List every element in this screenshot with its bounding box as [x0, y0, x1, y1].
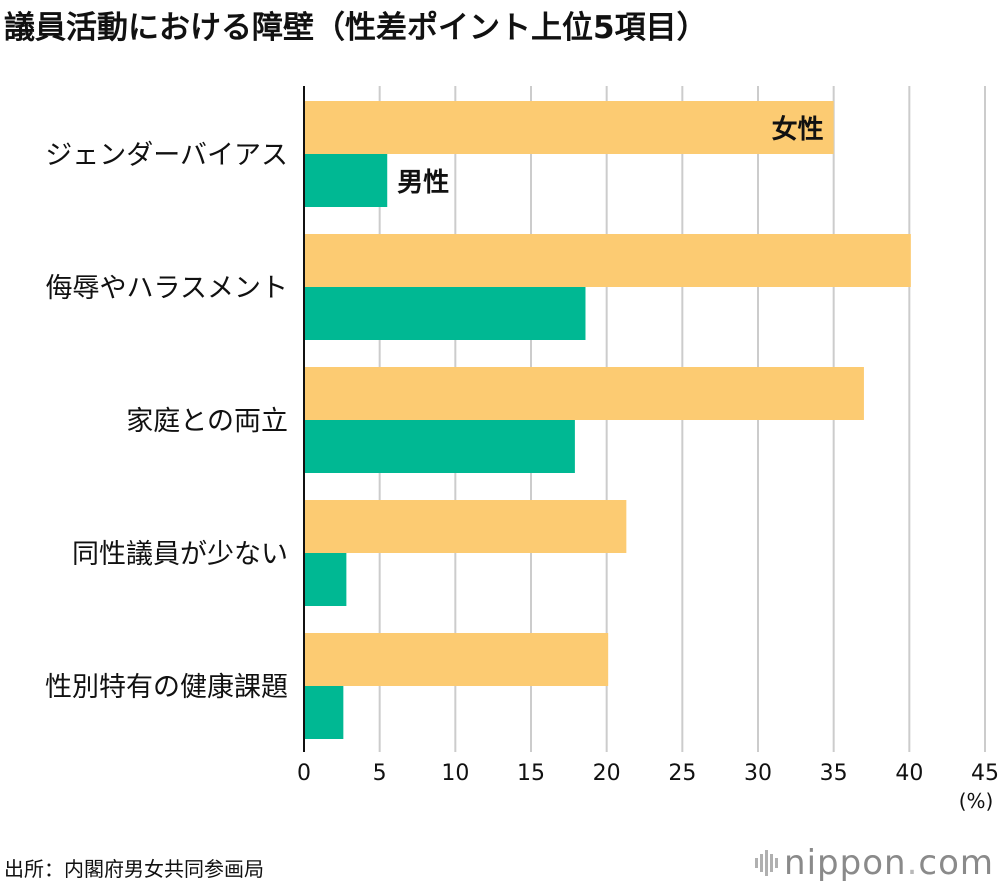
logo-brand: nippon	[784, 843, 907, 883]
bar-male-2	[304, 420, 575, 473]
bar-female-1	[304, 234, 911, 287]
x-tick-label: 45	[971, 761, 999, 786]
category-label: 性別特有の健康課題	[45, 672, 288, 703]
category-label: 侮辱やハラスメント	[46, 273, 288, 304]
logo-mark-icon	[755, 849, 779, 877]
x-tick-label: 20	[593, 761, 621, 786]
bars	[304, 101, 911, 739]
tick-labels: 0 5 10 15 20 25 30 35 40 45	[297, 761, 999, 786]
bar-female-2	[304, 367, 864, 420]
bar-male-1	[304, 287, 586, 340]
x-tick-label: 10	[441, 761, 469, 786]
category-label: ジェンダーバイアス	[45, 140, 288, 171]
category-label: 同性議員が少ない	[72, 539, 288, 570]
chart-title: 議員活動における障壁（性差ポイント上位5項目）	[4, 10, 708, 46]
logo-tld: com	[918, 843, 994, 883]
bar-female-4	[304, 633, 609, 686]
x-tick-label: 40	[895, 761, 923, 786]
bar-male-3	[304, 553, 347, 606]
x-tick-label: 0	[297, 761, 311, 786]
x-tick-label: 15	[517, 761, 545, 786]
x-tick-label: 5	[373, 761, 387, 786]
bar-female-0	[304, 101, 834, 154]
legend-female: 女性	[772, 114, 824, 145]
logo-text: nippon.com	[784, 843, 994, 883]
bar-male-4	[304, 686, 344, 739]
logo-dot: .	[906, 843, 919, 883]
bar-male-0	[304, 154, 388, 207]
source-note: 出所：内閣府男女共同参画局	[4, 857, 264, 881]
category-labels: ジェンダーバイアス侮辱やハラスメント家庭との両立同性議員が少ない性別特有の健康課…	[45, 140, 288, 703]
unit-label: (%)	[959, 789, 994, 813]
legend-male: 男性	[397, 168, 449, 198]
nippon-logo: nippon.com	[755, 843, 994, 883]
x-tick-label: 35	[820, 761, 848, 786]
x-tick-label: 25	[668, 761, 696, 786]
bar-female-3	[304, 500, 627, 553]
category-label: 家庭との両立	[126, 406, 288, 437]
x-tick-label: 30	[744, 761, 772, 786]
